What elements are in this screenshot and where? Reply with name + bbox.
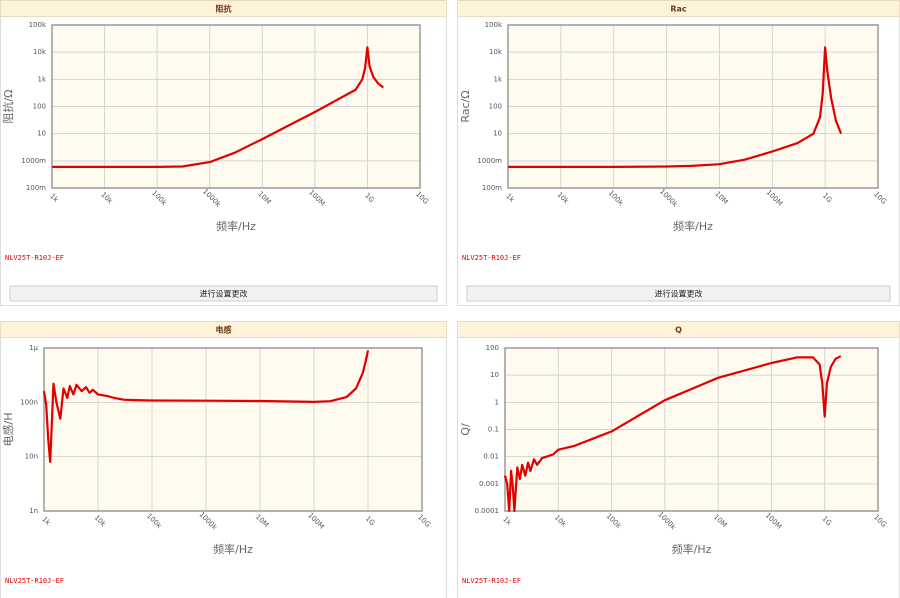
y-tick-label: 100k	[485, 21, 503, 29]
y-tick-label: 1μ	[29, 344, 38, 352]
series-line	[508, 46, 843, 168]
panel-title: 阻抗	[216, 4, 232, 14]
x-axis-label: 频率/Hz	[672, 542, 712, 556]
y-axis-label: Q/	[459, 423, 472, 436]
series-line	[42, 350, 370, 463]
y-tick-label: 100	[489, 103, 502, 111]
panel-title: Q	[675, 326, 682, 335]
y-tick-label: 1n	[29, 507, 38, 515]
y-tick-label: 1k	[493, 75, 502, 83]
y-tick-label: 1000m	[21, 157, 46, 165]
y-tick-label: 100m	[482, 184, 502, 192]
y-tick-label: 100	[33, 103, 46, 111]
legend-entry: NLV25T-R10J-EF	[5, 254, 64, 262]
y-tick-label: 100n	[20, 398, 38, 406]
y-axis-label: 阻抗/Ω	[1, 89, 15, 123]
panel-header	[0, 0, 447, 17]
panel-header	[0, 321, 447, 338]
y-axis-label: Rac/Ω	[459, 90, 472, 122]
y-tick-label: 10n	[25, 453, 38, 461]
y-tick-label: 100k	[29, 21, 47, 29]
y-tick-label: 0.0001	[475, 507, 500, 515]
y-tick-label: 10	[37, 130, 46, 138]
y-tick-label: 10	[490, 371, 499, 379]
y-tick-label: 10k	[33, 48, 47, 56]
settings-button-label[interactable]: 进行设置更改	[200, 289, 248, 299]
y-tick-label: 1000m	[477, 157, 502, 165]
series-line	[52, 46, 384, 168]
y-tick-label: 100	[486, 344, 499, 352]
y-axis-label: 电感/H	[2, 413, 15, 447]
plot-border	[51, 24, 421, 189]
settings-button[interactable]	[466, 285, 891, 302]
x-axis-label: 频率/Hz	[216, 219, 256, 233]
legend-entry: NLV25T-R10J-EF	[462, 577, 521, 585]
y-tick-label: 0.001	[479, 480, 499, 488]
legend-entry: NLV25T-R10J-EF	[5, 577, 64, 585]
plot-area	[44, 348, 422, 511]
settings-button-label[interactable]: 进行设置更改	[655, 289, 703, 299]
x-axis-label: 频率/Hz	[213, 542, 253, 556]
y-tick-label: 1k	[37, 75, 46, 83]
settings-button[interactable]	[9, 285, 438, 302]
series-line	[503, 355, 842, 513]
y-tick-label: 10k	[489, 48, 503, 56]
plot-border	[43, 347, 423, 512]
panel-title: Rac	[670, 5, 687, 14]
y-tick-label: 0.1	[488, 426, 499, 434]
x-axis-label: 频率/Hz	[673, 219, 713, 233]
y-tick-label: 10	[493, 130, 502, 138]
y-tick-label: 1	[495, 398, 499, 406]
plot-border	[504, 347, 879, 512]
panel-title: 电感	[216, 325, 232, 335]
legend-entry: NLV25T-R10J-EF	[462, 254, 521, 262]
y-tick-label: 100m	[26, 184, 46, 192]
plot-border	[507, 24, 879, 189]
y-tick-label: 0.01	[483, 453, 499, 461]
